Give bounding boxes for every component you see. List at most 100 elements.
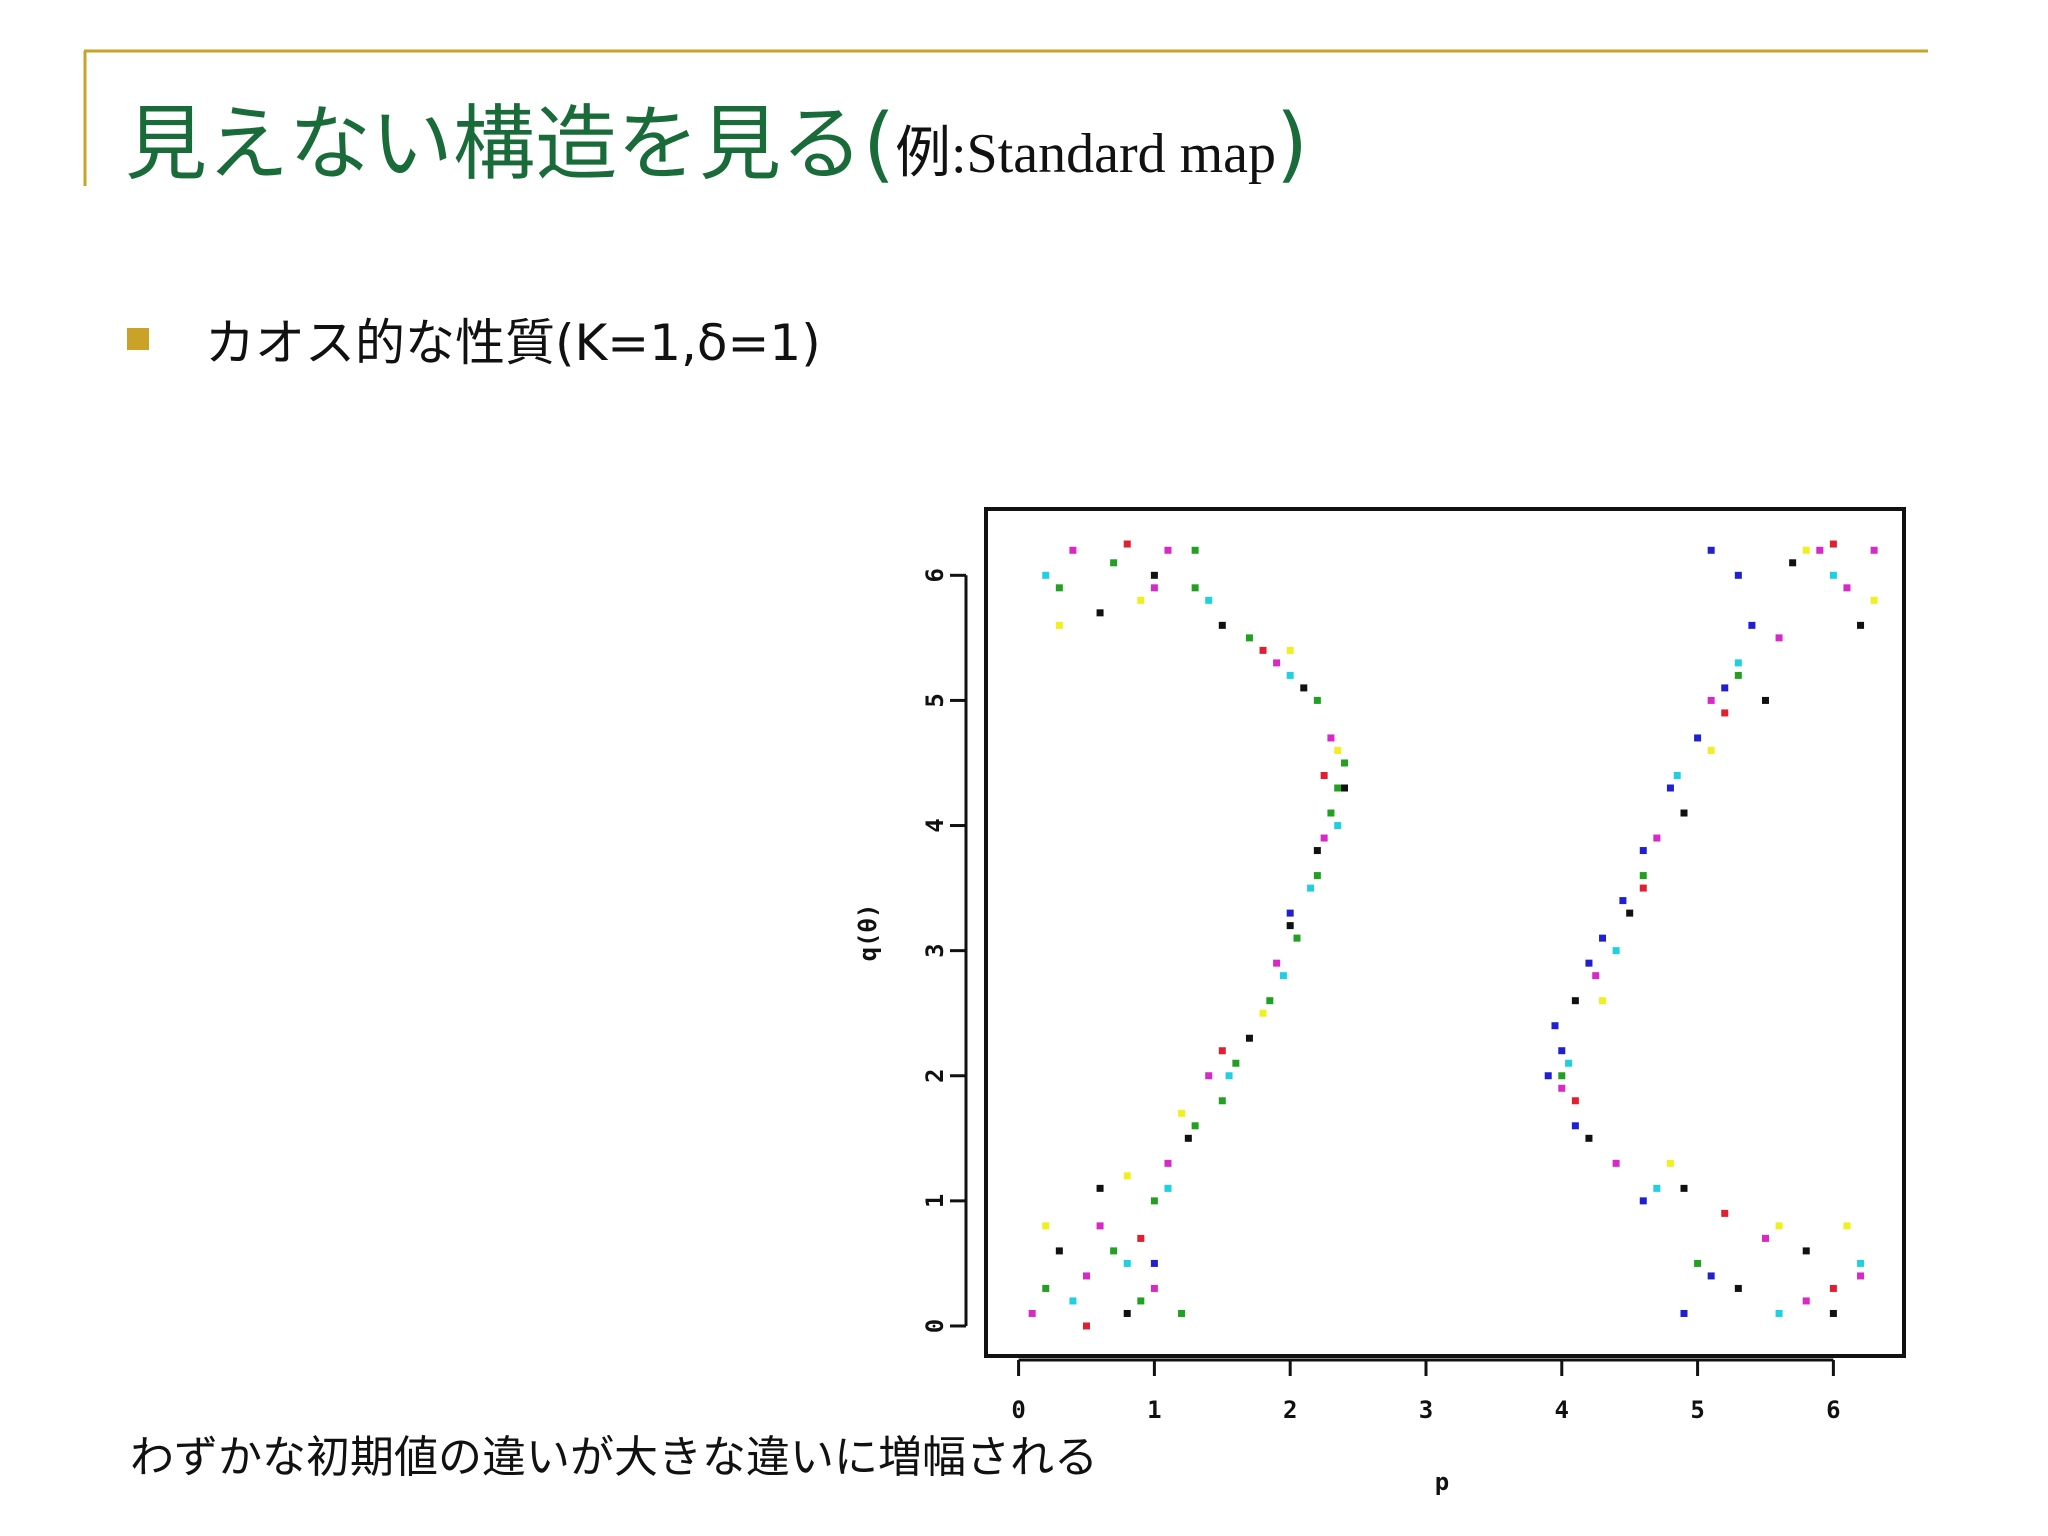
point xyxy=(1639,1197,1647,1205)
point xyxy=(1639,847,1647,855)
x-tick-label: 1 xyxy=(1147,1396,1161,1424)
point xyxy=(1734,659,1742,667)
point xyxy=(1612,1159,1620,1167)
point xyxy=(1619,897,1627,905)
y-tick-label: 5 xyxy=(921,693,949,707)
point xyxy=(1096,609,1104,617)
y-tick-label: 0 xyxy=(921,1319,949,1333)
point xyxy=(1313,696,1321,704)
point xyxy=(1653,834,1661,842)
point xyxy=(1218,1047,1226,1055)
point xyxy=(1320,771,1328,779)
point xyxy=(1205,596,1213,604)
point xyxy=(1055,584,1063,592)
point xyxy=(1042,1222,1050,1230)
x-tick-label: 6 xyxy=(1826,1396,1840,1424)
point xyxy=(1218,1097,1226,1105)
point xyxy=(1857,1272,1865,1280)
point xyxy=(1843,1222,1851,1230)
point xyxy=(1680,1184,1688,1192)
point xyxy=(1069,546,1077,554)
x-tick-label: 3 xyxy=(1419,1396,1433,1424)
point xyxy=(1639,884,1647,892)
point xyxy=(1150,571,1158,579)
point xyxy=(1123,1309,1131,1317)
point xyxy=(1558,1072,1566,1080)
point xyxy=(1286,671,1294,679)
point xyxy=(1789,559,1797,567)
point xyxy=(1110,559,1118,567)
point xyxy=(1694,1259,1702,1267)
point xyxy=(1585,1134,1593,1142)
point xyxy=(1286,922,1294,930)
point xyxy=(1320,834,1328,842)
point xyxy=(1042,1284,1050,1292)
point xyxy=(1558,1084,1566,1092)
point xyxy=(1802,1297,1810,1305)
point xyxy=(1307,884,1315,892)
point xyxy=(1164,1159,1172,1167)
point xyxy=(1082,1322,1090,1330)
point xyxy=(1571,1097,1579,1105)
point xyxy=(1266,997,1274,1005)
point xyxy=(1558,1047,1566,1055)
point xyxy=(1707,1272,1715,1280)
point xyxy=(1279,972,1287,980)
point xyxy=(1123,540,1131,548)
point xyxy=(1055,1247,1063,1255)
point xyxy=(1327,734,1335,742)
y-tick-label: 4 xyxy=(921,818,949,832)
point xyxy=(1802,1247,1810,1255)
point xyxy=(1313,847,1321,855)
point xyxy=(1599,934,1607,942)
point xyxy=(1334,746,1342,754)
slide-title: 見えない構造を見る(例:Standard map) xyxy=(125,97,1308,192)
point xyxy=(1592,972,1600,980)
point xyxy=(1096,1184,1104,1192)
point xyxy=(1150,1284,1158,1292)
point xyxy=(1334,784,1342,792)
x-axis-label: p xyxy=(1435,1468,1449,1496)
point xyxy=(1191,1122,1199,1130)
point xyxy=(1673,771,1681,779)
point xyxy=(1571,1122,1579,1130)
bullet-marker xyxy=(127,328,149,350)
point xyxy=(1137,1297,1145,1305)
point xyxy=(1802,546,1810,554)
point xyxy=(1110,1247,1118,1255)
point xyxy=(1721,684,1729,692)
point xyxy=(1178,1309,1186,1317)
point xyxy=(1816,546,1824,554)
point xyxy=(1857,621,1865,629)
point xyxy=(1293,934,1301,942)
point xyxy=(1680,1309,1688,1317)
point xyxy=(1775,1222,1783,1230)
point xyxy=(1829,571,1837,579)
point xyxy=(1137,596,1145,604)
point xyxy=(1150,1259,1158,1267)
point xyxy=(1327,809,1335,817)
point xyxy=(1286,646,1294,654)
point xyxy=(1300,684,1308,692)
point xyxy=(1055,621,1063,629)
point xyxy=(1123,1259,1131,1267)
point xyxy=(1734,1284,1742,1292)
point xyxy=(1666,1159,1674,1167)
point xyxy=(1571,997,1579,1005)
point xyxy=(1150,1197,1158,1205)
point xyxy=(1028,1309,1036,1317)
point xyxy=(1639,872,1647,880)
point xyxy=(1775,634,1783,642)
point xyxy=(1761,696,1769,704)
point xyxy=(1612,947,1620,955)
point xyxy=(1273,659,1281,667)
point xyxy=(1164,1184,1172,1192)
point xyxy=(1707,746,1715,754)
point xyxy=(1273,959,1281,967)
point xyxy=(1694,734,1702,742)
point xyxy=(1069,1297,1077,1305)
point xyxy=(1218,621,1226,629)
point xyxy=(1565,1059,1573,1067)
point xyxy=(1137,1234,1145,1242)
point xyxy=(1721,1209,1729,1217)
